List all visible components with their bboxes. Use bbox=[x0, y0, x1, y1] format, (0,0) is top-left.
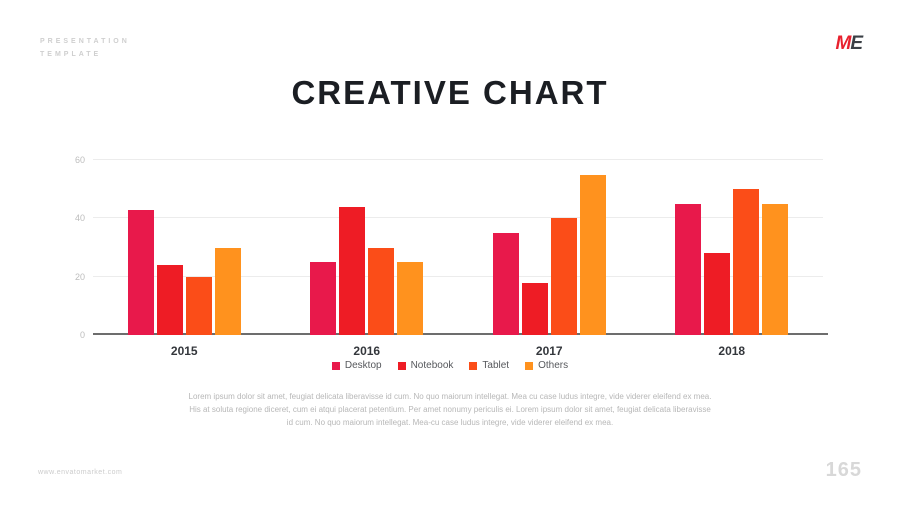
bar-notebook-2016 bbox=[339, 206, 366, 335]
logo-letter-e: E bbox=[850, 33, 863, 54]
brand-logo: ME bbox=[835, 33, 862, 55]
legend-item-tablet: Tablet bbox=[469, 360, 509, 371]
x-axis-label: 2015 bbox=[170, 344, 198, 358]
description-text: Lorem ipsum dolor sit amet, feugiat deli… bbox=[188, 392, 712, 428]
x-axis-label: 2017 bbox=[535, 344, 563, 358]
plot-area: 0 20 40 60 2015 2016 2017 2018 bbox=[75, 155, 828, 358]
kicker-text: PRESENTATION TEMPLATE bbox=[40, 36, 130, 61]
bar-others-2016 bbox=[397, 262, 424, 335]
y-tick-label: 40 bbox=[74, 213, 85, 224]
gridline bbox=[93, 217, 823, 219]
bar-desktop-2015 bbox=[127, 209, 154, 335]
x-axis-label: 2018 bbox=[718, 344, 746, 358]
legend-swatch-icon bbox=[331, 361, 340, 370]
legend-label: Desktop bbox=[344, 360, 382, 371]
bar-desktop-2018 bbox=[675, 203, 702, 335]
y-tick-label: 60 bbox=[74, 155, 85, 165]
legend-label: Tablet bbox=[482, 360, 510, 371]
legend-item-notebook: Notebook bbox=[397, 360, 454, 371]
bar-notebook-2017 bbox=[521, 282, 548, 335]
kicker-line-2: TEMPLATE bbox=[40, 50, 102, 58]
bar-tablet-2016 bbox=[368, 247, 395, 335]
legend-item-others: Others bbox=[525, 360, 568, 371]
bar-notebook-2018 bbox=[704, 253, 731, 335]
y-tick-label: 0 bbox=[79, 330, 85, 340]
bar-groups: 2015 2016 2017 2018 bbox=[93, 160, 823, 358]
legend-label: Notebook bbox=[410, 360, 454, 371]
x-axis-line bbox=[93, 333, 828, 335]
page-number: 165 bbox=[825, 459, 862, 481]
bar-group-2017: 2017 bbox=[492, 160, 606, 358]
bar-group-2016: 2016 bbox=[310, 160, 424, 358]
page-title: CREATIVE CHART bbox=[291, 74, 609, 111]
legend: Desktop Notebook Tablet Others bbox=[0, 360, 900, 371]
y-tick-label: 20 bbox=[74, 271, 85, 282]
legend-label: Others bbox=[538, 360, 569, 371]
bar-group-2015: 2015 bbox=[127, 160, 241, 358]
bar-tablet-2015 bbox=[185, 276, 212, 335]
bar-desktop-2016 bbox=[310, 262, 337, 335]
bar-others-2017 bbox=[579, 174, 606, 335]
kicker-line-1: PRESENTATION bbox=[40, 38, 130, 45]
legend-swatch-icon bbox=[469, 361, 478, 370]
legend-swatch-icon bbox=[397, 361, 406, 370]
bar-tablet-2018 bbox=[733, 189, 760, 335]
bar-tablet-2017 bbox=[550, 218, 577, 335]
logo-letter-m: M bbox=[835, 33, 851, 54]
gridline bbox=[93, 159, 823, 160]
bar-notebook-2015 bbox=[156, 265, 183, 335]
legend-swatch-icon bbox=[525, 361, 534, 370]
bar-desktop-2017 bbox=[492, 232, 519, 335]
legend-item-desktop: Desktop bbox=[331, 360, 382, 371]
bar-others-2015 bbox=[214, 247, 241, 335]
bar-group-2018: 2018 bbox=[675, 160, 789, 358]
bar-others-2018 bbox=[762, 203, 789, 335]
website-text: www.envatomarket.com bbox=[38, 469, 123, 476]
x-axis-label: 2016 bbox=[353, 344, 381, 358]
gridline bbox=[93, 275, 823, 277]
